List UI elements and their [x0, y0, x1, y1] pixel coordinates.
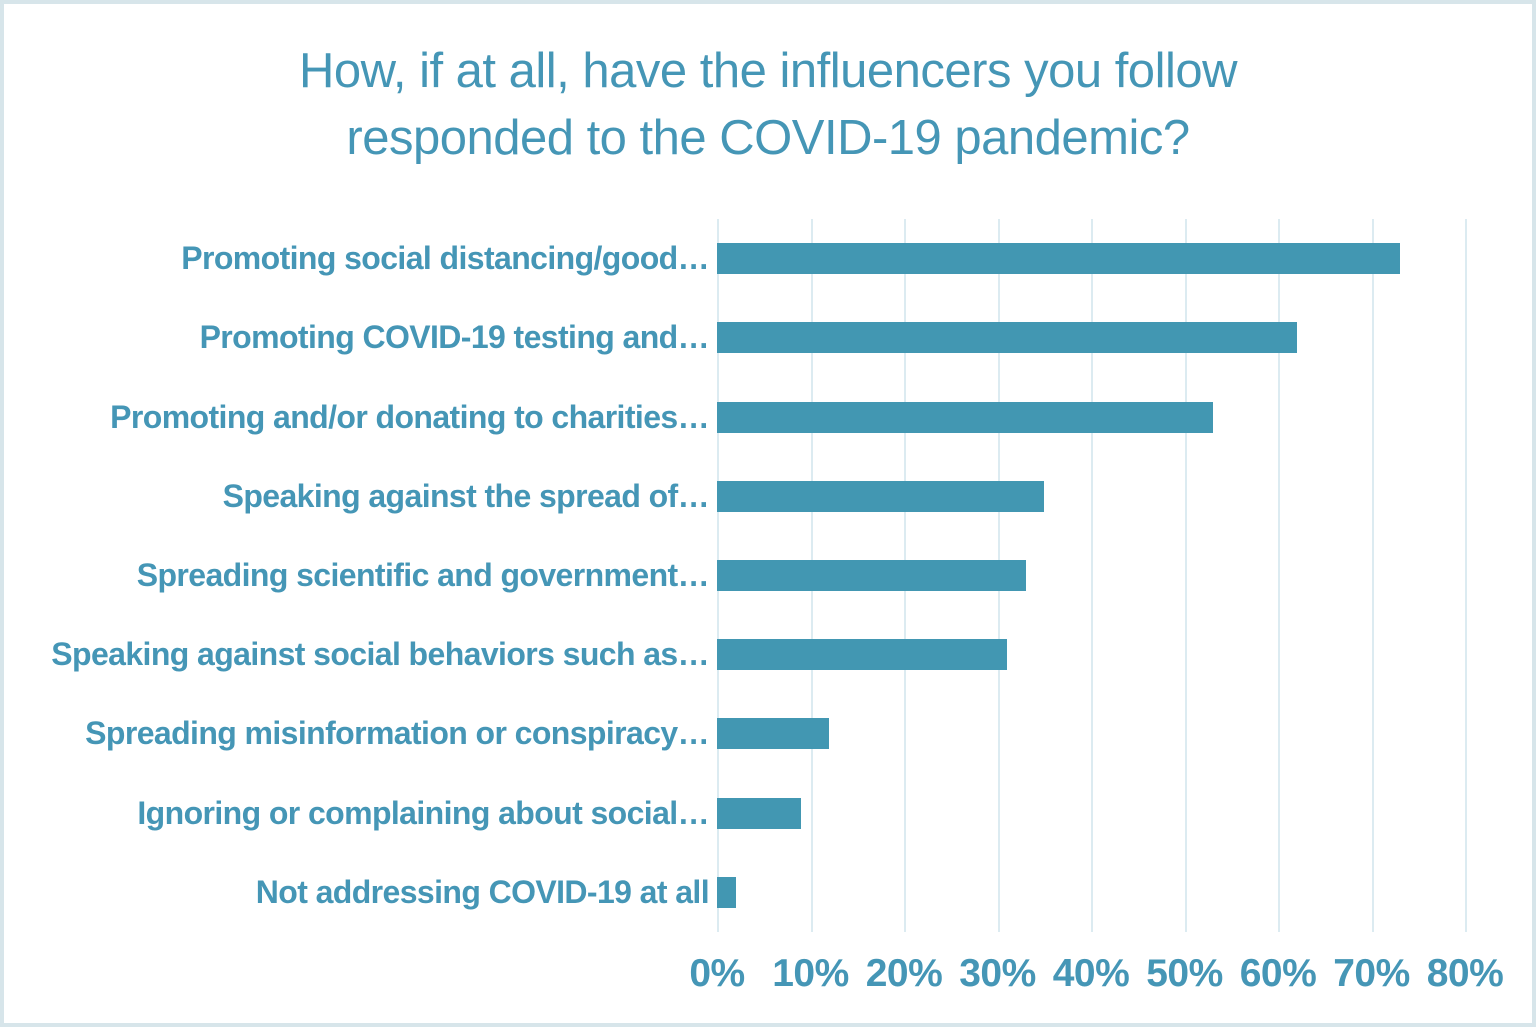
- bar: [717, 797, 802, 829]
- chart-title-line-2: responded to the COVID-19 pandemic?: [346, 111, 1190, 165]
- bar: [717, 480, 1045, 512]
- bar: [717, 243, 1400, 275]
- plot-area: [717, 219, 1467, 932]
- bar: [717, 401, 1213, 433]
- gridline: [1091, 219, 1093, 932]
- x-tick-label: 80%: [1426, 952, 1504, 995]
- x-tick-label: 40%: [1052, 952, 1130, 995]
- bar: [717, 322, 1297, 354]
- gridline: [1371, 219, 1374, 932]
- category-label: Speaking against the spread of…: [222, 477, 710, 514]
- x-tick-label: 30%: [959, 952, 1036, 995]
- bar: [717, 876, 736, 908]
- category-label: Promoting and/or donating to charities…: [110, 398, 709, 435]
- category-label: Promoting COVID-19 testing and…: [199, 319, 710, 356]
- x-tick-label: 0%: [689, 952, 745, 995]
- category-label: Not addressing COVID-19 at all: [255, 873, 710, 910]
- category-label: Speaking against social behaviors such a…: [51, 636, 709, 673]
- gridline: [1278, 219, 1280, 932]
- gridline: [1465, 219, 1467, 932]
- chart-title: How, if at all, have the influencers you…: [4, 38, 1532, 172]
- bar: [717, 560, 1026, 591]
- category-label: Promoting social distancing/good…: [181, 240, 709, 277]
- x-tick-label: 20%: [865, 952, 943, 995]
- gridline: [1184, 219, 1187, 932]
- x-tick-label: 70%: [1333, 952, 1410, 995]
- category-label: Ignoring or complaining about social…: [137, 794, 709, 831]
- x-tick-label: 60%: [1239, 952, 1317, 995]
- category-label: Spreading scientific and government…: [136, 556, 710, 593]
- x-tick-label: 50%: [1146, 952, 1223, 995]
- chart-title-line-1: How, if at all, have the influencers you…: [299, 44, 1237, 98]
- bar: [717, 639, 1007, 671]
- x-tick-label: 10%: [772, 952, 849, 995]
- bar: [717, 718, 830, 750]
- category-label: Spreading misinformation or conspiracy…: [85, 715, 709, 752]
